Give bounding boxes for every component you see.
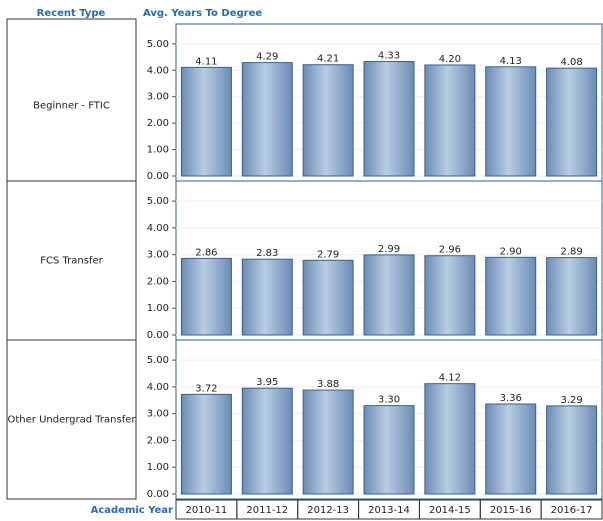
data-label: 4.12 bbox=[439, 373, 461, 384]
bar bbox=[363, 405, 415, 495]
panel-border bbox=[175, 339, 603, 500]
bar bbox=[241, 387, 293, 495]
x-tick-label: 2016-17 bbox=[551, 505, 593, 516]
data-label: 4.20 bbox=[439, 54, 461, 65]
facet-label: Other Undergrad Transfer bbox=[8, 415, 137, 426]
bar bbox=[302, 64, 354, 177]
x-tick-label: 2015-16 bbox=[490, 505, 532, 516]
measure-header: Avg. Years To Degree bbox=[143, 8, 262, 19]
data-label: 4.21 bbox=[317, 54, 339, 65]
y-tick-label: 3.00 bbox=[147, 250, 169, 261]
x-tick-label: 2010-11 bbox=[186, 505, 228, 516]
data-label: 3.30 bbox=[378, 395, 400, 406]
bar bbox=[180, 66, 232, 177]
x-axis-title: Academic Year bbox=[91, 505, 173, 516]
facet-label: Beginner - FTIC bbox=[33, 101, 110, 112]
y-tick-label: 2.00 bbox=[147, 118, 169, 129]
y-tick-label: 0.00 bbox=[147, 330, 169, 341]
bar bbox=[363, 61, 415, 177]
bar bbox=[485, 66, 537, 177]
y-tick-label: 0.00 bbox=[147, 489, 169, 500]
facet-label: FCS Transfer bbox=[40, 256, 103, 267]
bar bbox=[485, 256, 537, 336]
x-tick-label: 2014-15 bbox=[429, 505, 471, 516]
bar bbox=[546, 257, 598, 336]
bar bbox=[180, 393, 232, 495]
data-label: 2.99 bbox=[378, 244, 400, 255]
bar bbox=[424, 255, 476, 336]
data-label: 2.89 bbox=[560, 247, 582, 258]
data-label: 4.33 bbox=[378, 51, 400, 62]
data-label: 2.86 bbox=[195, 247, 217, 258]
y-tick-label: 4.00 bbox=[147, 223, 169, 234]
y-tick-label: 2.00 bbox=[147, 435, 169, 446]
row-header: Recent Type bbox=[37, 8, 106, 19]
bar bbox=[424, 383, 476, 495]
data-label: 4.13 bbox=[500, 56, 522, 67]
bar bbox=[424, 64, 476, 177]
bar bbox=[485, 403, 537, 495]
bar bbox=[546, 67, 598, 177]
data-label: 3.36 bbox=[500, 393, 522, 404]
y-tick-label: 3.00 bbox=[147, 92, 169, 103]
bar bbox=[546, 405, 598, 495]
y-tick-label: 3.00 bbox=[147, 409, 169, 420]
y-tick-label: 5.00 bbox=[147, 196, 169, 207]
y-tick-label: 0.00 bbox=[147, 171, 169, 182]
y-tick-label: 2.00 bbox=[147, 276, 169, 287]
data-label: 3.88 bbox=[317, 379, 339, 390]
data-label: 4.11 bbox=[195, 56, 217, 67]
y-tick-label: 1.00 bbox=[147, 462, 169, 473]
y-tick-label: 1.00 bbox=[147, 303, 169, 314]
y-tick-label: 1.00 bbox=[147, 145, 169, 156]
data-label: 2.83 bbox=[256, 248, 278, 259]
data-label: 4.08 bbox=[560, 57, 582, 68]
x-tick-label: 2011-12 bbox=[246, 505, 288, 516]
bar bbox=[363, 254, 415, 336]
data-label: 2.96 bbox=[439, 245, 461, 256]
x-tick-label: 2013-14 bbox=[368, 505, 410, 516]
y-tick-label: 5.00 bbox=[147, 39, 169, 50]
data-label: 3.29 bbox=[560, 395, 582, 406]
bar bbox=[302, 389, 354, 495]
data-label: 2.79 bbox=[317, 249, 339, 260]
bar bbox=[241, 62, 293, 177]
bar bbox=[302, 259, 354, 336]
bar bbox=[180, 257, 232, 336]
y-tick-label: 4.00 bbox=[147, 382, 169, 393]
data-label: 4.29 bbox=[256, 52, 278, 63]
y-tick-label: 4.00 bbox=[147, 65, 169, 76]
data-label: 2.90 bbox=[500, 246, 522, 257]
y-tick-label: 5.00 bbox=[147, 355, 169, 366]
data-label: 3.72 bbox=[195, 383, 217, 394]
bar bbox=[241, 258, 293, 336]
x-tick-label: 2012-13 bbox=[307, 505, 349, 516]
x-tick-box bbox=[540, 499, 603, 520]
facet-box bbox=[6, 339, 137, 500]
data-label: 3.95 bbox=[256, 377, 278, 388]
